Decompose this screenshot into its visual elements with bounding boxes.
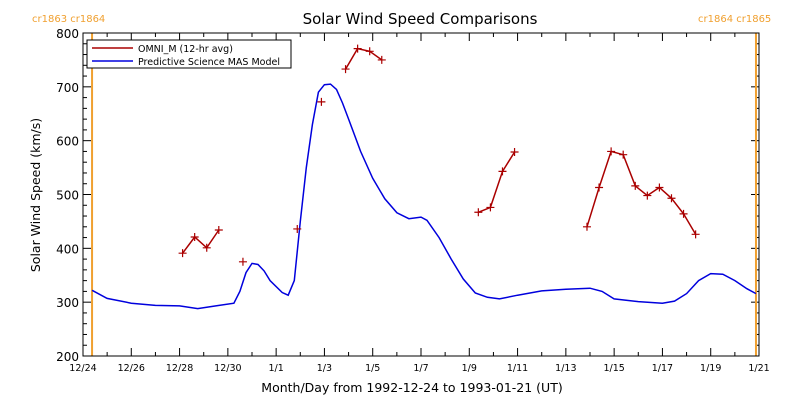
omni-point — [667, 194, 676, 203]
x-axis: 12/24 12/26 12/28 12/30 1/1 1/3 1/5 1/7 1/9 1/11 1… — [69, 33, 770, 374]
y-tick-label: 700 — [56, 81, 79, 95]
y-tick-label: 400 — [56, 242, 79, 256]
omni-point — [643, 191, 652, 200]
x-tick-label: 1/17 — [652, 363, 673, 374]
omni-point — [655, 183, 664, 192]
omni-point — [293, 224, 302, 233]
y-tick-label: 600 — [56, 135, 79, 149]
legend-label-mas: Predictive Science MAS Model — [138, 57, 280, 68]
omni-point — [510, 147, 519, 156]
rotation-marker-label: cr1863 cr1864 — [32, 14, 105, 25]
omni-point — [353, 44, 362, 53]
omni-point — [178, 249, 187, 258]
x-tick-label: 1/19 — [700, 363, 721, 374]
legend: OMNI_M (12-hr avg) Predictive Science MA… — [86, 39, 292, 69]
rotation-marker-label: cr1864 cr1865 — [698, 14, 771, 25]
omni-point — [607, 147, 616, 156]
omni-point — [365, 47, 374, 56]
plot-frame — [82, 32, 760, 357]
y-tick-label: 500 — [56, 189, 79, 203]
mas-model-line — [91, 83, 757, 310]
x-tick-label: 12/28 — [166, 363, 193, 374]
omni-point — [498, 167, 507, 176]
series-layer — [91, 44, 757, 310]
omni-point — [486, 203, 495, 212]
x-tick-label: 12/24 — [69, 363, 96, 374]
omni-point — [474, 208, 483, 217]
y-axis: 200 300 400 500 600 700 800 — [56, 27, 759, 364]
x-tick-label: 12/26 — [118, 363, 145, 374]
omni-segment-line — [586, 150, 697, 235]
x-tick-label: 1/21 — [748, 363, 769, 374]
x-tick-label: 1/11 — [507, 363, 528, 374]
legend-label-omni: OMNI_M (12-hr avg) — [138, 44, 233, 55]
x-tick-label: 1/1 — [268, 363, 283, 374]
x-axis-label: Month/Day from 1992-12-24 to 1993-01-21 … — [261, 380, 562, 395]
y-axis-label: Solar Wind Speed (km/s) — [28, 118, 43, 272]
omni-point — [691, 230, 700, 239]
chart-title: Solar Wind Speed Comparisons — [303, 10, 538, 28]
x-tick-label: 12/30 — [214, 363, 241, 374]
omni-point — [619, 150, 628, 159]
x-tick-label: 1/7 — [413, 363, 428, 374]
omni-segment-line — [181, 229, 220, 254]
y-tick-label: 800 — [56, 27, 79, 41]
x-tick-label: 1/3 — [317, 363, 332, 374]
x-tick-label: 1/9 — [462, 363, 477, 374]
legend-box — [86, 39, 292, 69]
x-tick-label: 1/5 — [365, 363, 380, 374]
x-tick-label: 1/15 — [603, 363, 624, 374]
omni-point — [317, 97, 326, 106]
omni-point — [202, 243, 211, 252]
omni-segment-line — [344, 47, 383, 70]
omni-point — [582, 222, 591, 231]
omni-point — [341, 65, 350, 74]
omni-segment-line — [478, 151, 516, 213]
omni-point — [377, 55, 386, 64]
omni-point — [679, 209, 688, 218]
omni-point — [190, 233, 199, 242]
y-tick-label: 200 — [56, 350, 79, 364]
omni-point — [595, 183, 604, 192]
omni-point — [238, 257, 247, 266]
rotation-markers: cr1863 cr1864 cr1864 cr1865 — [32, 14, 771, 356]
omni-point — [631, 181, 640, 190]
y-tick-label: 300 — [56, 296, 79, 310]
omni-point — [214, 226, 223, 235]
x-tick-label: 1/13 — [555, 363, 576, 374]
